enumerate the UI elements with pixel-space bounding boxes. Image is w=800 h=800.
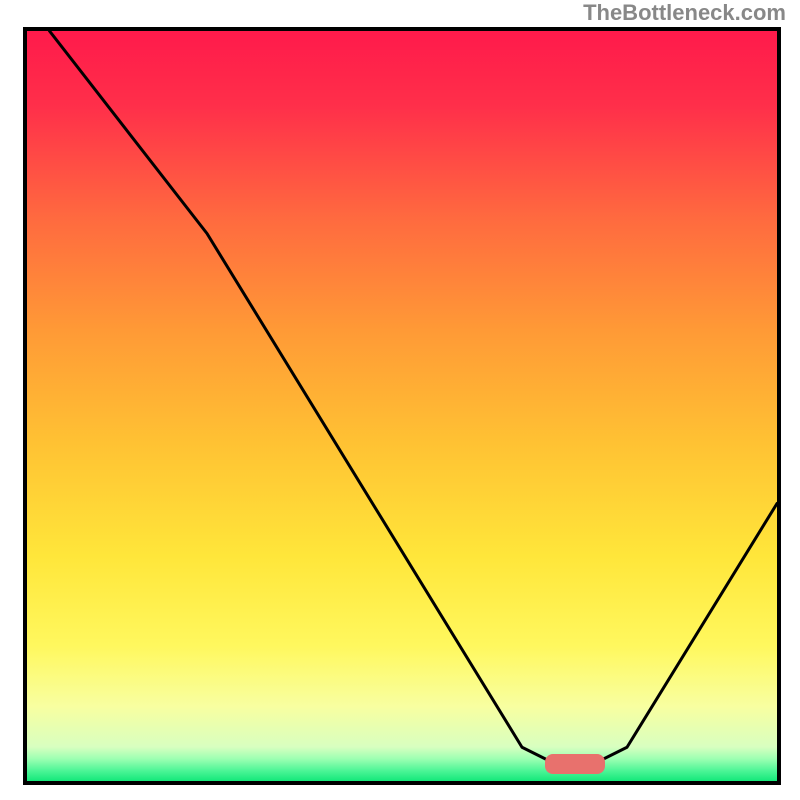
bottleneck-curve — [27, 31, 777, 781]
chart-plot-area — [23, 27, 781, 785]
attribution-text: TheBottleneck.com — [583, 0, 786, 26]
optimal-marker — [545, 754, 605, 774]
